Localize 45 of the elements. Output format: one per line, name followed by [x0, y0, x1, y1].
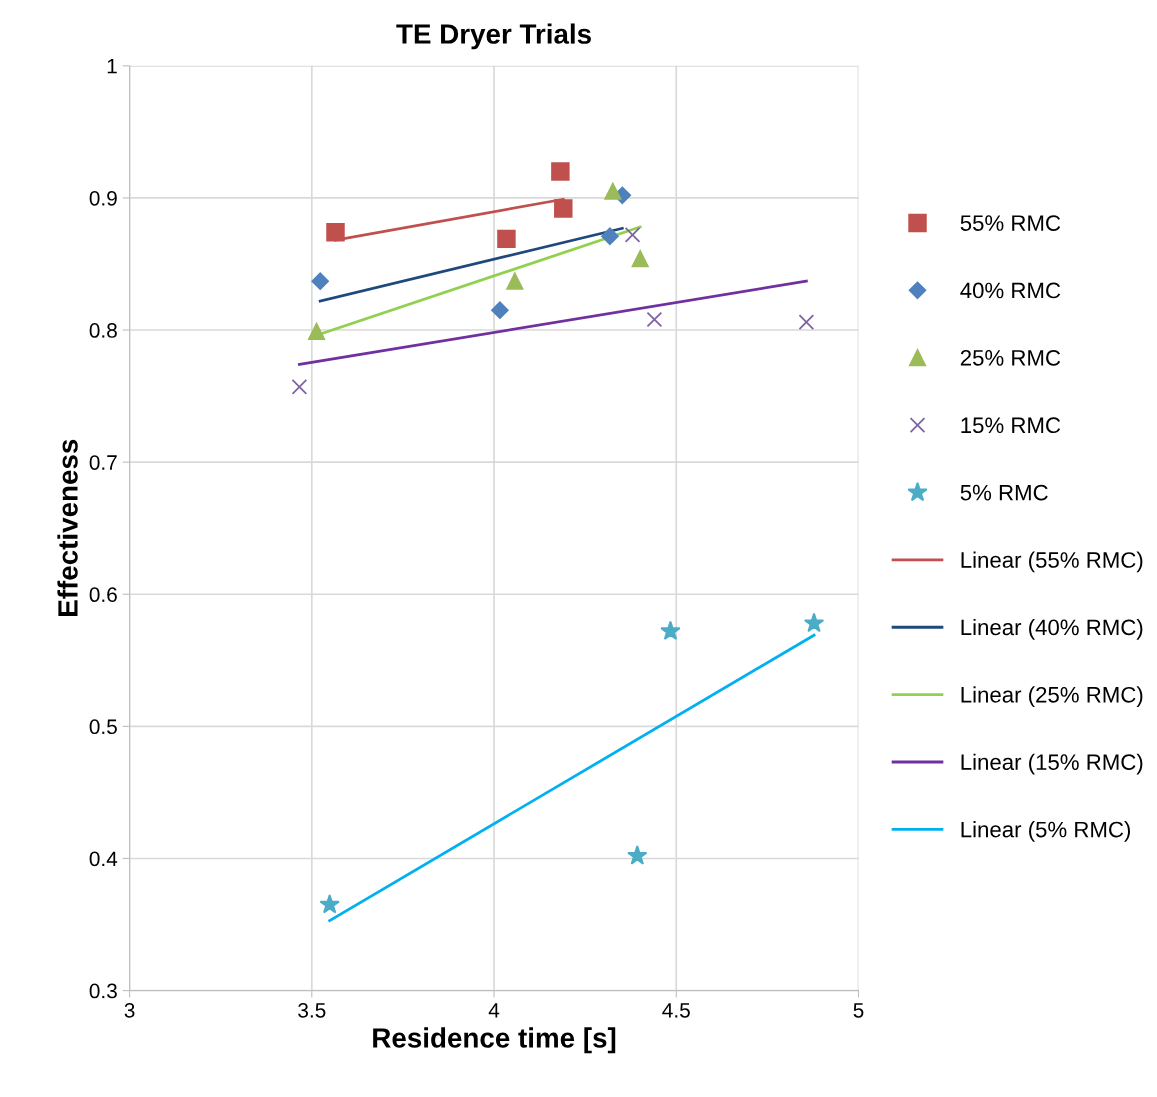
point [497, 229, 516, 249]
point [326, 223, 345, 242]
point [291, 378, 308, 395]
point [624, 227, 641, 243]
x-tick-label: 4 [488, 1003, 500, 1018]
y-tick-label: 0.5 [89, 719, 117, 735]
legend-label: 55% RMC [960, 215, 1061, 231]
point [601, 227, 619, 246]
x-axis-title: Residence time [s] [373, 1027, 616, 1054]
x-tick-label: 3 [124, 1002, 135, 1018]
point [308, 322, 326, 340]
point [311, 272, 329, 290]
point [604, 182, 622, 200]
point [319, 894, 340, 914]
legend-label: 15% RMC [961, 417, 1061, 434]
y-tick-label: 0.4 [89, 851, 118, 867]
legend-label: 40% RMC [960, 282, 1061, 299]
y-tick-label: 0.7 [89, 455, 117, 470]
point [627, 845, 648, 865]
y-tick-label: 0.9 [89, 190, 117, 206]
legend-label: Linear (25% RMC) [961, 686, 1143, 708]
y-tick-label: 0.6 [89, 587, 117, 603]
point [646, 311, 663, 328]
x-tick-label: 4.5 [662, 1003, 690, 1018]
point [798, 314, 815, 330]
legend-label: 5% RMC [960, 484, 1048, 501]
y-tick-label: 1 [107, 59, 117, 74]
point [631, 250, 649, 268]
point [660, 620, 681, 641]
y-tick-label: 0.8 [89, 323, 117, 338]
point [554, 199, 573, 218]
point [803, 612, 825, 633]
legend-label: Linear (40% RMC) [961, 618, 1143, 640]
point [506, 272, 524, 290]
y-tick-label: 0.3 [89, 983, 117, 999]
legend-label: Linear (55% RMC) [961, 551, 1143, 573]
x-tick-label: 5 [853, 1003, 864, 1018]
legend-label: 25% RMC [960, 349, 1061, 366]
x-tick-label: 3.5 [298, 1002, 326, 1018]
point [491, 301, 509, 319]
point [551, 162, 570, 181]
chart-title: TE Dryer Trials [396, 23, 591, 50]
y-axis-title: Effectiveness [57, 439, 78, 616]
legend-label: Linear (15% RMC) [961, 753, 1143, 775]
legend-label: Linear (5% RMC) [961, 821, 1131, 842]
